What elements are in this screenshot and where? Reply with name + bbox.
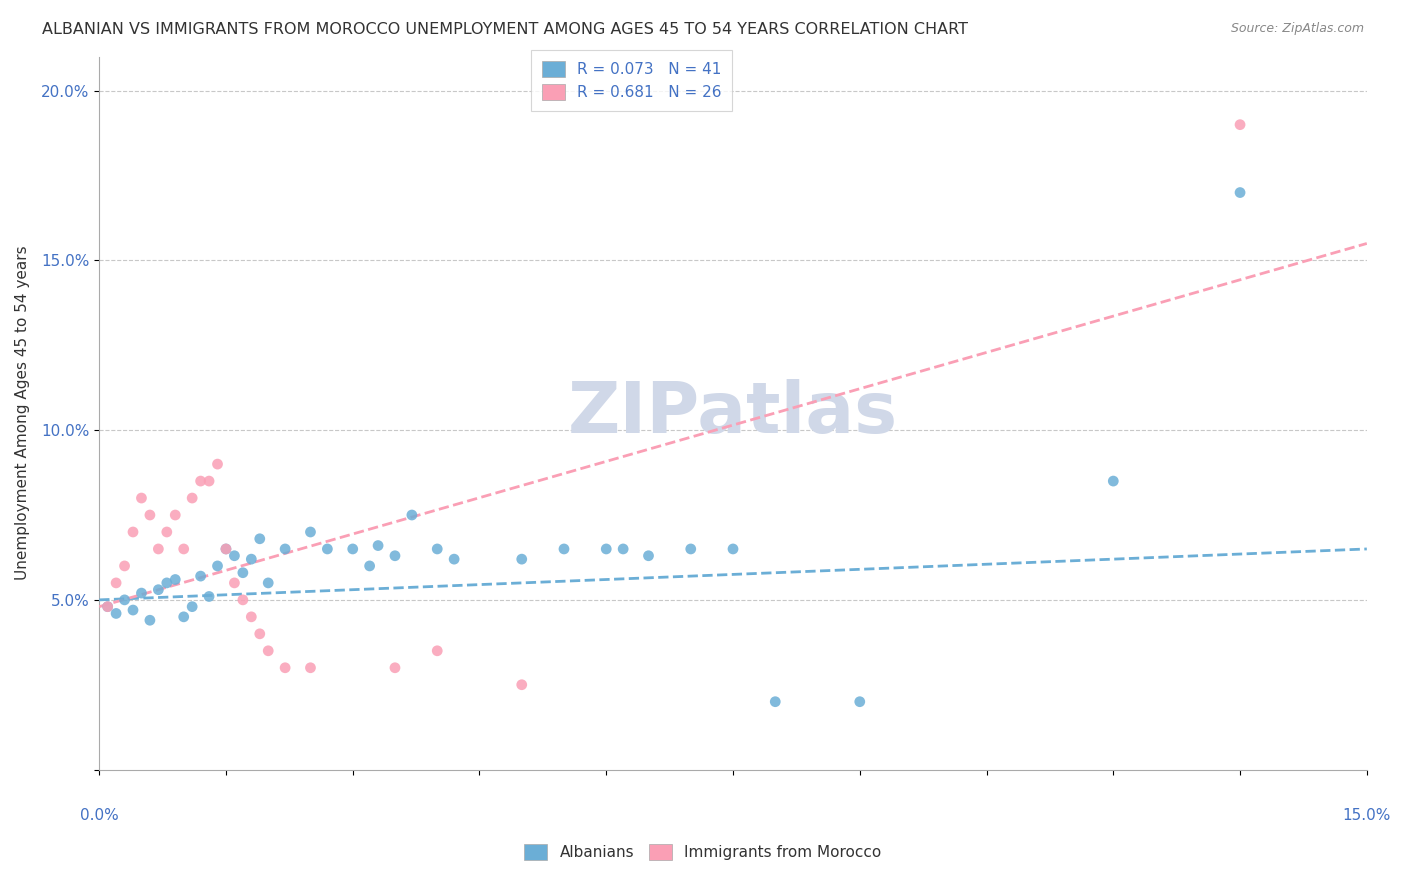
Point	[274, 661, 297, 675]
Point	[215, 541, 238, 556]
Point	[299, 524, 322, 539]
Point	[207, 558, 229, 573]
Text: ALBANIAN VS IMMIGRANTS FROM MOROCCO UNEMPLOYMENT AMONG AGES 45 TO 54 YEARS CORRE: ALBANIAN VS IMMIGRANTS FROM MOROCCO UNEM…	[42, 22, 969, 37]
Point	[173, 541, 195, 556]
Point	[156, 575, 179, 590]
Point	[114, 593, 136, 607]
Point	[215, 541, 238, 556]
Point	[148, 582, 170, 597]
Text: ZIPatlas: ZIPatlas	[568, 379, 898, 448]
Point	[612, 541, 634, 556]
Legend: R = 0.073   N = 41, R = 0.681   N = 26: R = 0.073 N = 41, R = 0.681 N = 26	[531, 50, 733, 112]
Point	[156, 524, 179, 539]
Point	[114, 558, 136, 573]
Point	[240, 610, 263, 624]
Point	[240, 552, 263, 566]
Point	[207, 457, 229, 471]
Point	[122, 603, 145, 617]
Point	[190, 474, 212, 488]
Point	[198, 474, 221, 488]
Y-axis label: Unemployment Among Ages 45 to 54 years: Unemployment Among Ages 45 to 54 years	[15, 246, 30, 581]
Point	[1102, 474, 1125, 488]
Point	[342, 541, 364, 556]
Point	[316, 541, 339, 556]
Point	[97, 599, 120, 614]
Point	[105, 575, 128, 590]
Point	[401, 508, 423, 522]
Point	[190, 569, 212, 583]
Point	[173, 610, 195, 624]
Point	[249, 627, 271, 641]
Point	[148, 541, 170, 556]
Point	[679, 541, 702, 556]
Legend: Albanians, Immigrants from Morocco: Albanians, Immigrants from Morocco	[519, 838, 887, 866]
Point	[510, 552, 533, 566]
Point	[181, 599, 204, 614]
Point	[105, 607, 128, 621]
Point	[139, 508, 162, 522]
Point	[426, 541, 449, 556]
Text: Source: ZipAtlas.com: Source: ZipAtlas.com	[1230, 22, 1364, 36]
Point	[97, 599, 120, 614]
Point	[426, 644, 449, 658]
Point	[232, 593, 254, 607]
Point	[595, 541, 617, 556]
Point	[274, 541, 297, 556]
Point	[257, 644, 280, 658]
Point	[443, 552, 465, 566]
Point	[181, 491, 204, 505]
Point	[721, 541, 744, 556]
Point	[299, 661, 322, 675]
Point	[384, 549, 406, 563]
Point	[131, 586, 153, 600]
Point	[359, 558, 381, 573]
Point	[1229, 118, 1251, 132]
Point	[384, 661, 406, 675]
Point	[232, 566, 254, 580]
Point	[139, 613, 162, 627]
Point	[510, 678, 533, 692]
Point	[165, 508, 187, 522]
Point	[1229, 186, 1251, 200]
Point	[849, 695, 872, 709]
Point	[553, 541, 575, 556]
Text: 15.0%: 15.0%	[1343, 808, 1391, 823]
Point	[257, 575, 280, 590]
Point	[224, 575, 246, 590]
Point	[763, 695, 786, 709]
Point	[131, 491, 153, 505]
Point	[249, 532, 271, 546]
Point	[165, 573, 187, 587]
Point	[224, 549, 246, 563]
Point	[367, 539, 389, 553]
Point	[122, 524, 145, 539]
Text: 0.0%: 0.0%	[80, 808, 118, 823]
Point	[198, 590, 221, 604]
Point	[637, 549, 659, 563]
